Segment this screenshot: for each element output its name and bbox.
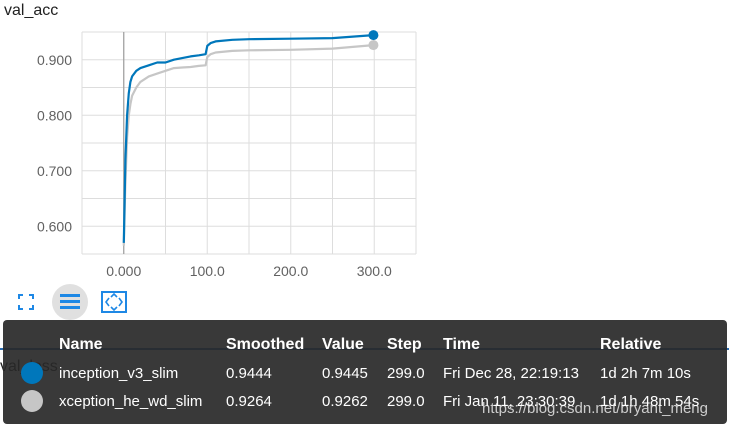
fullscreen-icon [18, 294, 34, 310]
series-color-swatch [21, 390, 43, 412]
header-smoothed: Smoothed [226, 336, 305, 353]
series-line-xception_he_wd_slim [122, 44, 374, 246]
row-smoothed: 0.9444 [226, 364, 272, 382]
y-tick-label: 0.900 [37, 52, 72, 68]
row-time: Fri Dec 28, 22:19:13 [443, 364, 579, 382]
fullscreen-button[interactable] [10, 286, 42, 318]
y-tick-label: 0.600 [37, 218, 72, 234]
data-selection-button[interactable] [52, 284, 88, 320]
chart-toolbar [10, 284, 130, 320]
series-endpoint-inception_v3_slim [368, 30, 379, 41]
series-color-swatch [21, 362, 43, 384]
row-step: 299.0 [387, 364, 425, 382]
row-value: 0.9262 [322, 392, 368, 410]
tooltip-row: inception_v3_slim 0.9444 0.9445 299.0 Fr… [3, 359, 727, 387]
data-selection-icon [60, 294, 80, 309]
row-relative: 1d 1h 48m 54s [600, 392, 700, 410]
row-time: Fri Jan 11, 23:30:39 [443, 392, 576, 410]
header-relative: Relative [600, 336, 662, 353]
header-step: Step [387, 336, 422, 353]
tooltip-header-row: Name Smoothed Value Step Time Relative [3, 331, 727, 359]
row-smoothed: 0.9264 [226, 392, 272, 410]
watermark: https://blog.csdn.net/bryant_meng [482, 400, 708, 417]
x-tick-label: 0.000 [106, 263, 141, 279]
chart-title: val_acc [4, 2, 59, 19]
row-step: 299.0 [387, 392, 425, 410]
row-value: 0.9445 [322, 364, 368, 382]
val-acc-chart: 0.600 0.700 0.800 0.900 0.000 100.0 200.0 300.0 [37, 30, 417, 279]
series-line-inception_v3_slim [122, 34, 374, 243]
header-name: Name [59, 336, 103, 353]
x-tick-label: 300.0 [357, 263, 392, 279]
y-tick-label: 0.700 [37, 163, 72, 179]
series-endpoint-xception_he_wd_slim [368, 40, 379, 51]
fit-domain-icon [101, 291, 127, 313]
row-relative: 1d 2h 7m 10s [600, 364, 691, 382]
header-time: Time [443, 336, 481, 353]
x-tick-label: 200.0 [273, 263, 308, 279]
header-value: Value [322, 336, 364, 353]
tooltip-row: xception_he_wd_slim 0.9264 0.9262 299.0 … [3, 387, 727, 415]
x-tick-label: 100.0 [190, 263, 225, 279]
y-tick-label: 0.800 [37, 107, 72, 123]
chart-tooltip: Name Smoothed Value Step Time Relative i… [3, 320, 727, 424]
row-name: inception_v3_slim [59, 364, 179, 382]
fit-domain-button[interactable] [98, 286, 130, 318]
row-name: xception_he_wd_slim [59, 392, 203, 410]
